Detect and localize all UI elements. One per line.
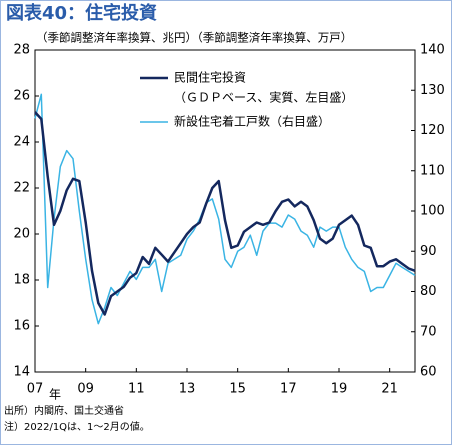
y2-tick-label: 120 [420,123,445,138]
legend-label: 民間住宅投資 [174,70,246,85]
subtitle: （季節調整済年率換算、兆円）（季節調整済年率換算、万戸） [36,31,352,45]
legend-note: （ＧＤＰベース、実質、左目盛） [174,90,353,105]
y2-tick-label: 80 [420,284,437,299]
y-tick-label: 14 [13,365,30,380]
x-tick-label: 11 [128,382,145,397]
x-unit: 年 [49,388,61,402]
y2-tick-label: 60 [420,365,437,380]
y-tick-label: 22 [13,181,30,196]
y-tick-label: 26 [13,89,30,104]
y-tick-label: 18 [13,273,30,288]
x-tick-label: 07 [27,382,44,397]
note: 注）2022/1Qは、1～2月の値。 [4,420,150,433]
note: 出所）内閣府、国土交通省 [4,404,124,417]
x-tick-label: 15 [229,382,246,397]
y2-tick-label: 110 [420,163,445,178]
y-tick-label: 24 [13,135,30,150]
x-tick-label: 09 [77,382,94,397]
y-tick-label: 28 [13,43,30,58]
series-line [34,93,416,325]
chart-title: 図表40：住宅投資 [6,2,157,24]
y-tick-label: 16 [13,319,30,334]
y2-tick-label: 100 [420,204,445,219]
y2-tick-label: 90 [420,244,437,259]
x-tick-label: 13 [179,382,196,397]
y-tick-label: 20 [13,227,30,242]
legend-label: 新設住宅着工戸数（右目盛） [174,114,330,129]
y2-tick-label: 70 [420,324,437,339]
x-tick-label: 19 [331,382,348,397]
y2-tick-label: 140 [420,43,445,58]
y2-tick-label: 130 [420,83,445,98]
series-line [34,111,416,316]
x-tick-label: 17 [280,382,297,397]
x-tick-label: 21 [381,382,398,397]
